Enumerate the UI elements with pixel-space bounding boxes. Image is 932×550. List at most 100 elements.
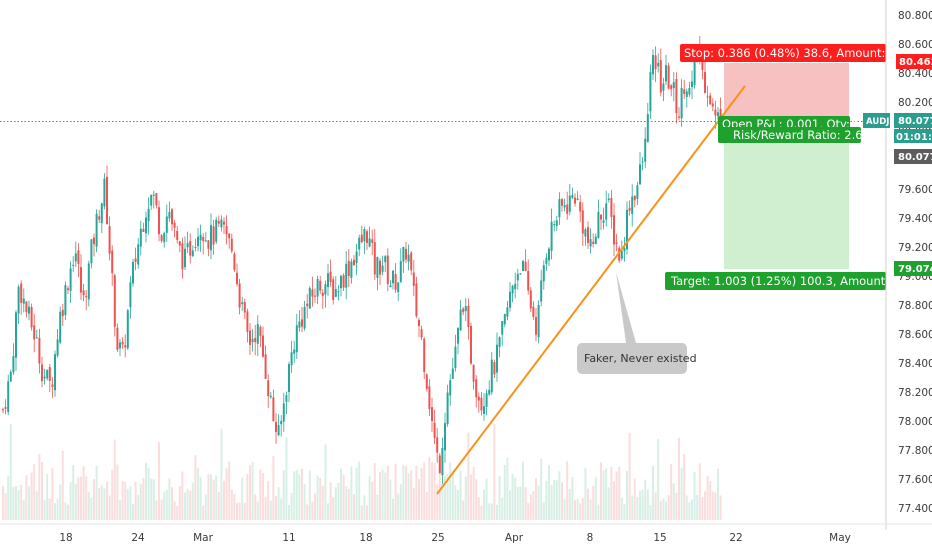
- candle-body: [158, 207, 160, 235]
- candle-body: [337, 291, 340, 293]
- candle-body: [379, 260, 381, 275]
- volume-bar: [152, 479, 155, 520]
- candle-body: [366, 231, 368, 244]
- volume-bar: [581, 498, 584, 520]
- y-tick-label: 80.400: [898, 68, 932, 80]
- candle-body: [506, 307, 509, 317]
- volume-bar: [168, 478, 171, 520]
- candle-body: [280, 420, 283, 425]
- candle-body: [685, 91, 688, 97]
- volume-bar: [311, 501, 314, 520]
- candle-body: [657, 62, 660, 67]
- candle-body: [472, 365, 475, 382]
- candle-body: [103, 178, 106, 207]
- candle-body: [717, 112, 719, 117]
- volume-bar: [618, 466, 621, 520]
- candle-body: [706, 96, 709, 98]
- candle-body: [241, 302, 244, 305]
- candle-body: [620, 250, 623, 259]
- volume-bar: [532, 491, 535, 520]
- target-zone[interactable]: [724, 122, 849, 269]
- volume-bar: [709, 481, 712, 520]
- candle-body: [38, 337, 41, 364]
- volume-bar: [457, 490, 459, 520]
- target-label-text: Target: 1.003 (1.25%) 100.3, Amount: 164…: [670, 274, 922, 288]
- candle-body: [334, 289, 337, 297]
- candle-body: [319, 280, 322, 291]
- candle-body: [98, 216, 101, 220]
- volume-bar: [402, 465, 405, 520]
- volume-bar: [303, 484, 306, 520]
- candle-body: [457, 328, 459, 344]
- volume-bar: [254, 494, 257, 520]
- volume-bar: [615, 471, 618, 520]
- candle-body: [126, 310, 129, 349]
- candle-body: [33, 325, 36, 340]
- volume-bar: [345, 486, 348, 520]
- volume-bar: [293, 471, 296, 520]
- volume-bar: [540, 458, 543, 520]
- candle-body: [87, 263, 90, 300]
- volume-bar: [7, 475, 10, 520]
- candle-body: [327, 273, 329, 287]
- candle-body: [340, 275, 342, 289]
- volume-bar: [600, 462, 602, 520]
- volume-bar: [2, 486, 4, 520]
- candle-body: [477, 396, 480, 401]
- candle-body: [540, 280, 543, 302]
- candle-body: [623, 248, 626, 252]
- candle-body: [236, 272, 238, 285]
- volume-bar: [316, 475, 319, 520]
- stop-zone[interactable]: [724, 63, 849, 122]
- volume-bar: [236, 502, 238, 520]
- volume-bar: [717, 468, 719, 520]
- candle-body: [626, 209, 628, 250]
- volume-bar: [360, 505, 363, 520]
- volume-bar: [74, 483, 77, 520]
- candle-body: [228, 233, 231, 239]
- volume-bar: [4, 493, 7, 520]
- candle-body: [82, 290, 85, 296]
- candle-body: [683, 89, 686, 94]
- candle-body: [173, 222, 176, 228]
- volume-bar: [204, 494, 207, 520]
- candle-body: [22, 298, 25, 304]
- annotation-box[interactable]: [577, 343, 687, 374]
- candle-body: [636, 185, 639, 199]
- volume-bar: [199, 476, 202, 520]
- candle-body: [662, 83, 665, 91]
- volume-bar: [150, 478, 153, 520]
- candle-body: [262, 335, 264, 357]
- volume-bar: [277, 487, 280, 520]
- volume-bar: [178, 486, 181, 520]
- candle-body: [7, 381, 10, 413]
- volume-bar: [295, 470, 298, 520]
- volume-bar: [280, 498, 283, 520]
- candle-body: [186, 243, 189, 248]
- rr-label-box[interactable]: [718, 127, 861, 143]
- candle-body: [17, 286, 20, 314]
- volume-bar: [124, 482, 127, 520]
- candle-body: [217, 220, 220, 224]
- volume-bar: [399, 484, 402, 520]
- volume-bar: [160, 499, 163, 520]
- candle-body: [321, 292, 324, 297]
- candle-body: [69, 268, 72, 291]
- volume-bars: [2, 423, 722, 520]
- volume-bar: [233, 493, 236, 520]
- volume-bar: [139, 483, 142, 520]
- stop-label-box[interactable]: [680, 44, 886, 62]
- trend-line[interactable]: [436, 85, 746, 495]
- volume-bar: [22, 499, 25, 520]
- candle-body: [680, 87, 683, 119]
- candle-body: [420, 329, 423, 338]
- candle-body: [550, 221, 553, 251]
- target-label-box[interactable]: [665, 272, 886, 290]
- candle-body: [475, 379, 478, 398]
- volume-bar: [132, 503, 134, 520]
- volume-bar: [67, 504, 69, 520]
- candle-body: [584, 229, 587, 237]
- volume-bar: [522, 461, 524, 520]
- volume-bar: [80, 476, 82, 520]
